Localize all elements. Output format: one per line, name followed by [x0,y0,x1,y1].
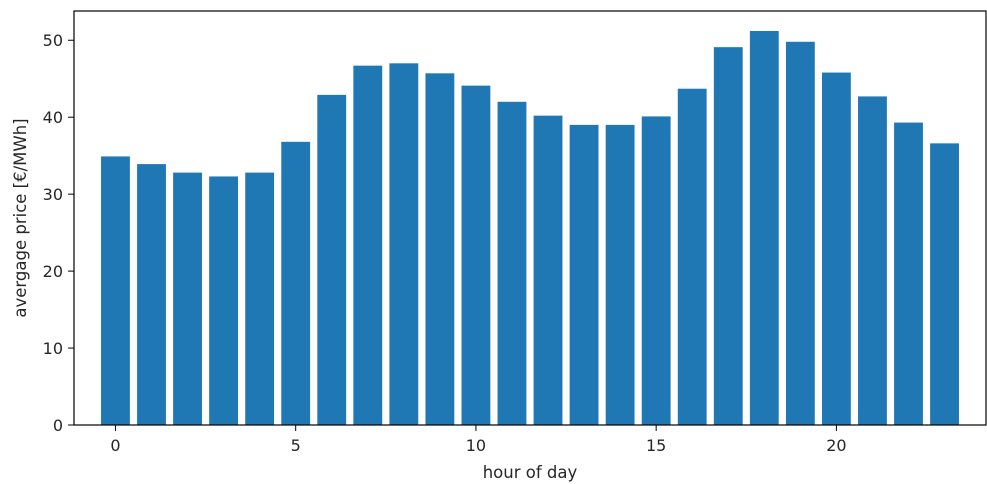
x-tick-label: 10 [466,436,486,455]
y-tick-label: 30 [43,185,63,204]
bar-hour-7 [353,65,383,425]
bar-hour-9 [425,73,455,425]
bar-hour-13 [569,124,599,425]
y-axis-ticks: 0 10 20 30 40 50 [43,31,74,435]
bar-hour-5 [281,141,311,425]
x-tick-label: 15 [646,436,666,455]
y-tick-label: 0 [53,416,63,435]
x-axis-label: hour of day [483,463,578,482]
y-tick-label: 40 [43,108,63,127]
bar-hour-8 [389,63,419,425]
x-axis-ticks: 0 5 10 15 20 [110,425,847,455]
bar-hour-14 [605,124,635,425]
bar-hour-10 [461,85,491,425]
bar-hour-2 [173,172,202,425]
y-tick-label: 50 [43,31,63,50]
bar-hour-17 [713,47,743,426]
bar-hour-0 [101,156,130,425]
bar-hour-1 [137,164,166,425]
axes-frame [73,10,987,426]
y-tick-label: 10 [43,339,63,358]
bar-hour-15 [641,116,671,426]
x-tick-label: 0 [110,436,120,455]
bars-group [101,31,959,426]
bar-hour-16 [677,88,707,425]
bar-hour-3 [209,176,239,425]
bar-hour-21 [858,96,887,426]
bar-hour-19 [785,41,815,425]
bar-hour-12 [533,115,563,426]
bar-hour-4 [245,172,275,425]
y-tick-label: 20 [43,262,63,281]
bar-hour-6 [317,94,347,425]
bar-hour-20 [821,72,851,425]
bar-hour-23 [930,143,959,426]
bar-hour-22 [894,122,923,425]
bar-hour-11 [497,101,527,426]
y-axis-label: avergage price [€/MWh] [11,118,30,317]
bar-hour-18 [749,31,779,425]
x-tick-label: 5 [291,436,301,455]
x-tick-label: 20 [826,436,846,455]
